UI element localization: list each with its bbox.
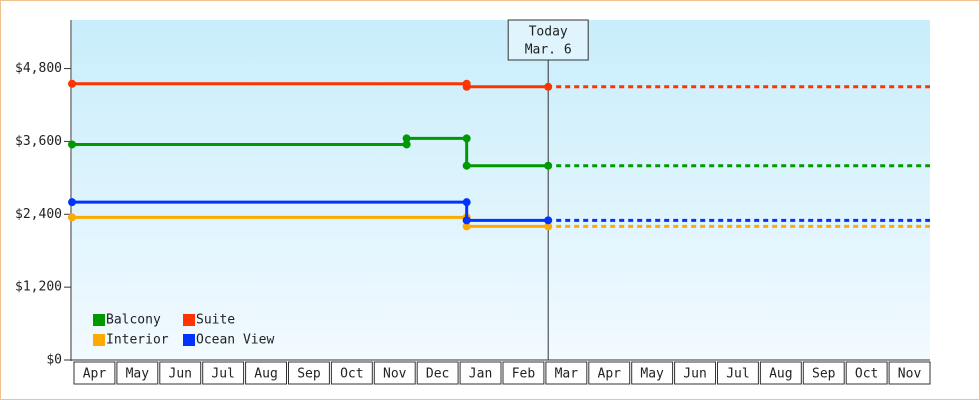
price-point bbox=[544, 82, 553, 91]
price-point bbox=[462, 82, 471, 91]
price-point bbox=[462, 216, 471, 225]
legend-label: Suite bbox=[196, 313, 235, 328]
x-tick-label: Oct bbox=[855, 367, 878, 382]
y-tick-label: $1,200 bbox=[15, 280, 62, 295]
x-tick-label: May bbox=[126, 367, 150, 382]
plot-area bbox=[72, 20, 930, 360]
x-tick-box bbox=[245, 361, 288, 385]
x-tick-label: Sep bbox=[812, 367, 836, 382]
today-label: Mar. 6 bbox=[525, 43, 572, 58]
y-tick-label: $2,400 bbox=[15, 207, 62, 222]
x-tick-label: Sep bbox=[297, 367, 321, 382]
legend-swatch bbox=[93, 334, 105, 346]
x-tick-box bbox=[545, 361, 588, 385]
price-point bbox=[68, 198, 76, 207]
x-tick-label: Jan bbox=[469, 367, 492, 382]
legend-swatch bbox=[93, 314, 105, 326]
x-tick-label: Jun bbox=[169, 367, 192, 382]
x-tick-box bbox=[416, 361, 459, 385]
price-line bbox=[72, 136, 549, 168]
price-point bbox=[68, 79, 76, 88]
price-point bbox=[462, 134, 471, 143]
x-tick-box bbox=[588, 361, 631, 385]
y-tick-label: $3,600 bbox=[15, 134, 62, 149]
today-label: Today bbox=[529, 25, 568, 40]
x-tick-label: Apr bbox=[83, 367, 107, 382]
legend-swatch bbox=[183, 334, 195, 346]
x-tick-label: Oct bbox=[340, 367, 363, 382]
x-tick-label: Jun bbox=[683, 367, 706, 382]
price-point bbox=[462, 161, 471, 170]
x-tick-label: Apr bbox=[598, 367, 622, 382]
x-tick-box bbox=[759, 361, 802, 385]
x-tick-box bbox=[717, 361, 759, 385]
price-point bbox=[462, 222, 471, 231]
x-tick-label: Aug bbox=[254, 367, 277, 382]
x-tick-label: Feb bbox=[512, 367, 536, 382]
y-tick-label: $4,800 bbox=[15, 61, 62, 76]
x-tick-box bbox=[202, 361, 245, 385]
y-tick-label: $0 bbox=[46, 353, 62, 368]
x-tick-label: Nov bbox=[898, 367, 922, 382]
price-point bbox=[68, 140, 76, 149]
x-tick-label: Jul bbox=[726, 367, 749, 382]
legend-swatch bbox=[183, 314, 195, 326]
x-tick-box bbox=[373, 361, 416, 385]
x-tick-label: Aug bbox=[769, 367, 792, 382]
price-point bbox=[402, 134, 411, 143]
price-point bbox=[462, 198, 471, 207]
price-point bbox=[544, 216, 553, 225]
x-tick-box bbox=[674, 361, 716, 385]
x-tick-label: Jul bbox=[211, 367, 234, 382]
x-tick-label: Dec bbox=[426, 367, 449, 382]
price-point bbox=[68, 213, 76, 222]
x-tick-box bbox=[802, 361, 845, 385]
x-tick-label: Nov bbox=[383, 367, 407, 382]
x-tick-label: May bbox=[640, 367, 664, 382]
x-tick-box bbox=[888, 361, 931, 385]
x-tick-box bbox=[330, 361, 373, 385]
legend-label: Ocean View bbox=[196, 333, 274, 348]
x-tick-box bbox=[502, 361, 545, 385]
legend-label: Balcony bbox=[106, 313, 161, 328]
x-tick-box bbox=[845, 361, 888, 385]
today-box bbox=[507, 19, 589, 61]
legend-label: Interior bbox=[106, 333, 169, 348]
x-tick-box bbox=[631, 361, 674, 385]
x-tick-box bbox=[116, 361, 159, 385]
price-point bbox=[544, 161, 553, 170]
price-point bbox=[544, 222, 553, 231]
price-line bbox=[72, 200, 549, 222]
x-tick-box bbox=[288, 361, 330, 385]
price-point bbox=[402, 140, 411, 149]
x-tick-box bbox=[159, 361, 202, 385]
x-tick-box bbox=[459, 361, 502, 385]
x-tick-box bbox=[73, 361, 116, 385]
x-tick-label: Mar bbox=[555, 367, 579, 382]
